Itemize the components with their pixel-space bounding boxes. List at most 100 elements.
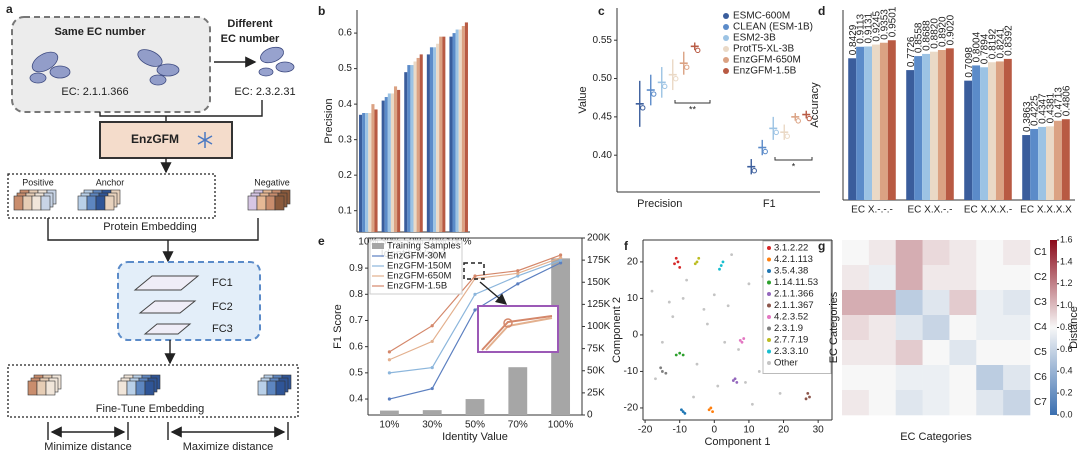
zoom-arrow xyxy=(479,281,508,305)
fc-layer xyxy=(138,300,197,314)
dot xyxy=(684,64,690,70)
y-tick-label: -20 xyxy=(624,403,639,414)
value-label: 0.8688 xyxy=(922,20,933,51)
bar xyxy=(429,47,434,232)
bar xyxy=(1038,126,1046,200)
line-marker xyxy=(473,308,477,312)
legend-label: ESM2-3B xyxy=(733,33,776,44)
x-tick-label: EC X.-.-.- xyxy=(851,205,893,216)
dot xyxy=(806,115,812,122)
point xyxy=(718,267,721,271)
heat-cell xyxy=(842,265,870,291)
point xyxy=(712,293,716,297)
heat-cell xyxy=(976,265,1004,291)
y2-tick-label: 125K xyxy=(587,299,611,310)
row-label: C5 xyxy=(1034,347,1047,358)
legend-marker xyxy=(767,315,771,319)
heat-cell xyxy=(1003,365,1031,391)
legend-label: EnzGFM-30M xyxy=(387,251,446,262)
colorbar-label: Distance xyxy=(1068,306,1080,349)
x-tick-label: Precision xyxy=(637,198,682,210)
point xyxy=(742,337,746,340)
legend-marker xyxy=(767,303,771,308)
legend-label: 1.14.11.53 xyxy=(774,277,818,288)
bar xyxy=(1003,58,1012,201)
positive-label: Positive xyxy=(22,177,54,187)
bar xyxy=(371,104,375,232)
point xyxy=(778,391,782,395)
value-label: 0.7726 xyxy=(906,36,917,67)
point xyxy=(733,377,737,381)
panel-letter: b xyxy=(318,4,325,18)
y-tick-label: 0.4 xyxy=(349,394,363,405)
legend-label: ESMC-600M xyxy=(733,11,790,22)
bar xyxy=(407,65,411,232)
heat-cell xyxy=(976,290,1004,316)
heat-cell xyxy=(949,365,977,391)
bar xyxy=(906,70,915,200)
legend-marker xyxy=(767,292,771,296)
panel-letter: e xyxy=(318,234,325,248)
embedding-cell xyxy=(256,195,267,211)
x-axis-label: Identity Value xyxy=(442,431,508,443)
legend-label: Training Samples xyxy=(387,241,461,252)
point xyxy=(650,289,654,293)
colorbar-tick-label: 0.6 xyxy=(1060,344,1073,354)
point xyxy=(671,315,675,319)
heat-cell xyxy=(976,340,1004,366)
bar xyxy=(1053,120,1062,200)
colorbar-tick-label: 0.4 xyxy=(1060,366,1073,376)
bar xyxy=(368,113,372,232)
bar xyxy=(455,29,459,233)
legend-marker xyxy=(767,326,771,331)
zoom-box xyxy=(463,262,485,280)
value-label: 0.9353 xyxy=(880,9,891,40)
x-tick-label: 50% xyxy=(465,420,485,431)
y2-tick-label: 175K xyxy=(587,255,611,266)
y2-tick-label: 100K xyxy=(587,321,611,332)
fc-label: FC1 xyxy=(212,277,233,289)
point xyxy=(723,340,727,344)
heat-cell xyxy=(895,390,923,416)
connector xyxy=(99,100,263,117)
line-marker xyxy=(430,386,434,391)
y-tick-label: 0.9 xyxy=(349,263,363,274)
bar xyxy=(379,410,399,415)
colorbar xyxy=(1050,240,1057,415)
bar xyxy=(461,25,465,233)
bar xyxy=(914,56,923,200)
point xyxy=(730,253,734,257)
heat-cell xyxy=(1003,340,1031,366)
heat-cell xyxy=(868,240,897,266)
legend-marker xyxy=(723,24,729,30)
bar xyxy=(848,58,857,200)
embedding-cell xyxy=(77,195,88,211)
minimize-label: Minimize distance xyxy=(44,441,131,453)
point xyxy=(737,348,740,351)
legend-label: 4.2.1.113 xyxy=(774,254,813,265)
legend-label: 2.3.3.10 xyxy=(774,346,808,357)
bar xyxy=(433,47,437,232)
maximize-label: Maximize distance xyxy=(183,441,273,453)
embedding-cell xyxy=(265,195,276,211)
y-tick-label: 0.4 xyxy=(338,99,352,110)
bar xyxy=(422,410,442,415)
embedding-cell xyxy=(104,195,115,211)
line-marker xyxy=(516,282,520,286)
same-ec-label: Same EC number xyxy=(54,26,146,38)
heat-cell xyxy=(922,315,950,341)
bar xyxy=(551,258,571,415)
point xyxy=(716,384,720,388)
y2-tick-label: 150K xyxy=(587,277,611,288)
point xyxy=(659,366,663,370)
y-axis-label: Accuracy xyxy=(809,82,821,128)
negative-label: Negative xyxy=(254,177,290,187)
line-marker xyxy=(387,350,391,354)
bar xyxy=(362,113,366,232)
value-label: 0.8192 xyxy=(988,28,999,59)
y2-tick-label: 0 xyxy=(587,410,593,421)
panel-letter: g xyxy=(818,239,825,253)
value-label: 0.7894 xyxy=(980,33,991,64)
y-tick-label: 0.40 xyxy=(593,150,613,161)
row-label: C4 xyxy=(1034,322,1047,333)
